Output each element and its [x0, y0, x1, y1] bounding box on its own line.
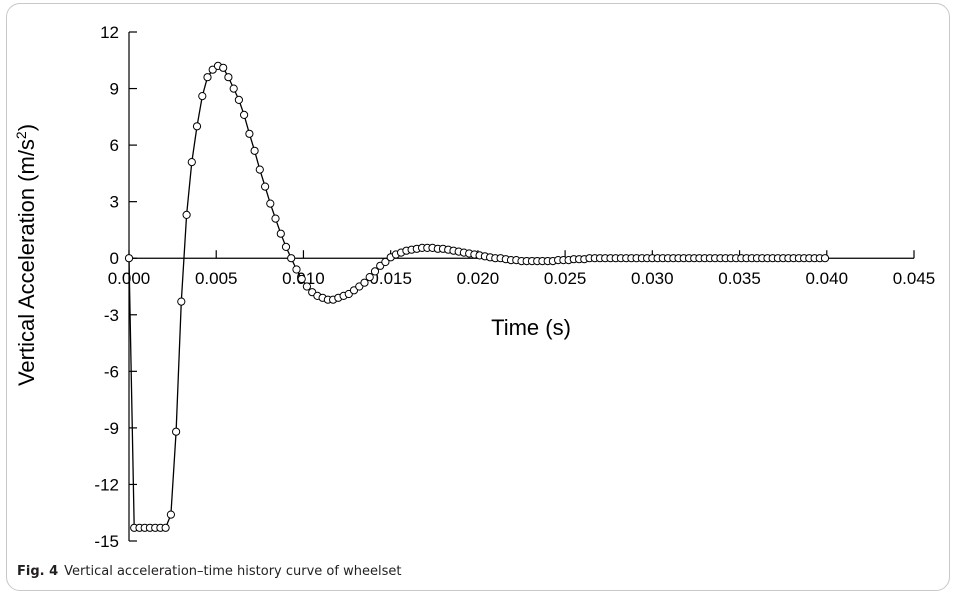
data-point — [276, 229, 285, 238]
series-line — [128, 65, 825, 529]
figure-caption: Fig. 4 Vertical acceleration–time history… — [17, 564, 401, 579]
x-tick-label: 0.035 — [718, 269, 761, 288]
data-point — [370, 267, 380, 276]
y-tick-label: 6 — [110, 136, 119, 155]
data-point — [381, 257, 390, 267]
data-point — [360, 278, 369, 287]
figure-caption-text: Vertical acceleration–time history curve… — [64, 564, 402, 579]
y-tick-label: -15 — [94, 532, 119, 551]
y-axis-label-close: ) — [14, 124, 39, 131]
y-tick-label: 0 — [110, 249, 119, 268]
y-tick-label: -6 — [104, 362, 119, 381]
data-point — [187, 158, 196, 167]
y-tick-label: -9 — [104, 419, 119, 438]
data-point — [229, 84, 238, 93]
data-point — [292, 265, 301, 274]
x-tick-label: 0.025 — [544, 269, 587, 288]
y-tick-label: -12 — [94, 475, 119, 494]
data-point — [297, 274, 306, 284]
data-point — [281, 242, 291, 251]
x-tick-label: 0.020 — [457, 269, 500, 288]
data-point — [302, 282, 311, 291]
data-point — [245, 129, 254, 138]
data-point — [192, 122, 202, 131]
x-tick-label: 0.045 — [893, 269, 936, 288]
y-tick-label: -3 — [104, 306, 119, 325]
data-point — [198, 92, 207, 101]
data-point — [287, 254, 296, 263]
data-point — [234, 95, 243, 105]
data-point — [166, 510, 175, 519]
y-tick-label: 12 — [100, 23, 119, 42]
data-point — [250, 146, 259, 155]
y-tick-label: 3 — [110, 193, 119, 212]
x-tick-label: 0.040 — [806, 269, 849, 288]
data-point — [219, 63, 228, 72]
figure-number: Fig. 4 — [17, 564, 59, 579]
data-point — [203, 73, 212, 82]
x-tick-label: 0.030 — [631, 269, 674, 288]
data-point — [271, 214, 280, 223]
x-axis-label: Time (s) — [491, 315, 571, 340]
figure-frame — [6, 3, 950, 591]
acceleration-chart: 129630-3-6-9-12-150.0000.0050.0100.0150.… — [13, 23, 935, 551]
series — [124, 61, 830, 532]
y-axis-label-main: Vertical Acceleration (m/s — [14, 139, 39, 386]
axes: 129630-3-6-9-12-150.0000.0050.0100.0150.… — [94, 23, 935, 551]
data-point — [365, 273, 374, 282]
y-tick-label: 9 — [110, 80, 119, 99]
data-point — [124, 254, 134, 263]
data-point — [224, 73, 233, 82]
x-tick-label: 0.005 — [195, 269, 238, 288]
data-point — [172, 427, 181, 436]
data-point — [261, 182, 270, 191]
y-axis-label: Vertical Acceleration (m/s2) — [13, 124, 39, 386]
data-point — [266, 199, 275, 208]
data-point — [161, 523, 170, 532]
data-point — [255, 165, 264, 174]
data-point — [820, 254, 830, 263]
data-point — [240, 110, 249, 120]
data-point — [177, 297, 186, 306]
data-point — [182, 210, 191, 219]
x-tick-label: 0.015 — [369, 269, 412, 288]
labels: Time (s) Vertical Acceleration (m/s2) — [13, 124, 571, 386]
y-axis-label-sup: 2 — [13, 131, 29, 139]
